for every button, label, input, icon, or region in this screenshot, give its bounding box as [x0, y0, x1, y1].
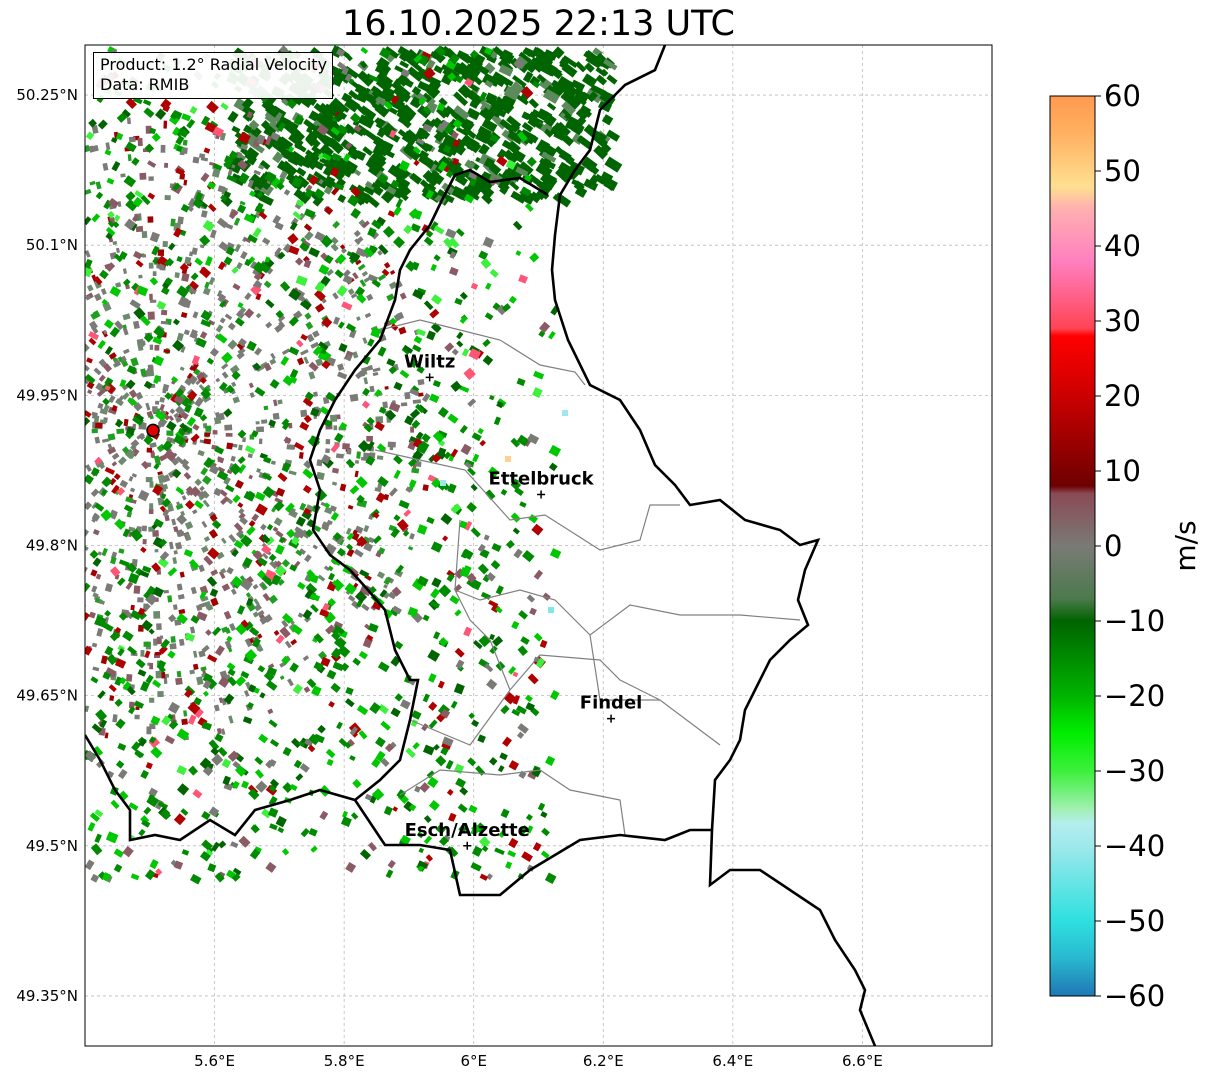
- colorbar-ticks: 60 50 40 30 20 10 0 −10 −20 −30 −40 −50 −60: [1095, 79, 1165, 1013]
- lon-tick-label: 6°E: [460, 1052, 487, 1070]
- canton-boundary: [374, 449, 680, 551]
- city-marker: [537, 490, 546, 499]
- colorbar-tick-label: 50: [1104, 154, 1141, 188]
- product-text: Product: 1.2° Radial Velocity: [100, 55, 328, 74]
- city-label: Esch/Alzette: [405, 820, 530, 841]
- axes: 5.6°E 5.8°E 6°E 6.2°E 6.4°E 6.6°E 50.25°N 50.1°…: [16, 86, 883, 1070]
- city-labels: Wiltz Ettelbruck Findel Esch/Alzette: [404, 351, 643, 850]
- lat-tick-label: 49.8°N: [26, 537, 78, 555]
- lat-tick-label: 49.35°N: [16, 987, 78, 1005]
- colorbar-tick-label: −40: [1104, 829, 1165, 863]
- colorbar-tick-label: −20: [1104, 679, 1165, 713]
- canton-boundary: [399, 769, 626, 836]
- colorbar-tick-label: −60: [1104, 979, 1165, 1013]
- country-border: [308, 168, 712, 897]
- lat-tick-label: 49.65°N: [16, 687, 78, 705]
- lat-tick-label: 49.95°N: [16, 386, 78, 404]
- colorbar-tick-label: −30: [1104, 754, 1165, 788]
- colorbar-tick-label: 60: [1104, 79, 1141, 113]
- city-marker: [463, 841, 472, 850]
- city-label: Ettelbruck: [489, 468, 595, 489]
- canton-boundary: [409, 654, 721, 746]
- colorbar-tick-label: 30: [1104, 304, 1141, 338]
- city-marker: [607, 714, 616, 723]
- colorbar-tick-label: 0: [1104, 529, 1122, 563]
- radar-site-marker: [146, 423, 160, 438]
- lat-tick-label: 49.5°N: [26, 837, 78, 855]
- info-box: Product: 1.2° Radial Velocity Data: RMIB: [93, 52, 334, 99]
- lon-tick-label: 5.8°E: [324, 1052, 365, 1070]
- colorbar-tick-label: 20: [1104, 379, 1141, 413]
- lat-tick-label: 50.1°N: [26, 236, 78, 254]
- canton-boundary: [454, 519, 511, 691]
- map-title: 16.10.2025 22:13 UTC: [342, 4, 735, 44]
- lat-tick-label: 50.25°N: [16, 86, 78, 104]
- canton-boundary: [379, 319, 586, 386]
- city-marker: [425, 373, 434, 382]
- colorbar: [1049, 95, 1096, 997]
- lon-tick-label: 6.4°E: [712, 1052, 753, 1070]
- colorbar-tick-label: 40: [1104, 229, 1141, 263]
- lon-tick-label: 5.6°E: [194, 1052, 235, 1070]
- plot-frame: [84, 44, 993, 1047]
- colorbar-tick-label: 10: [1104, 454, 1141, 488]
- lon-tick-label: 6.2°E: [583, 1052, 624, 1070]
- country-border: [550, 45, 877, 1046]
- colorbar-tick-label: −50: [1104, 904, 1165, 938]
- colorbar-label: m/s: [1169, 520, 1202, 571]
- country-border: [85, 734, 356, 842]
- data-source-text: Data: RMIB: [100, 75, 190, 94]
- colorbar-tick-label: −10: [1104, 604, 1165, 638]
- borders: [85, 45, 877, 1046]
- city-label: Findel: [580, 693, 643, 714]
- velocity-echoes: [85, 45, 623, 885]
- city-label: Wiltz: [404, 351, 455, 372]
- lon-tick-label: 6.6°E: [842, 1052, 883, 1070]
- canton-boundary: [589, 634, 660, 701]
